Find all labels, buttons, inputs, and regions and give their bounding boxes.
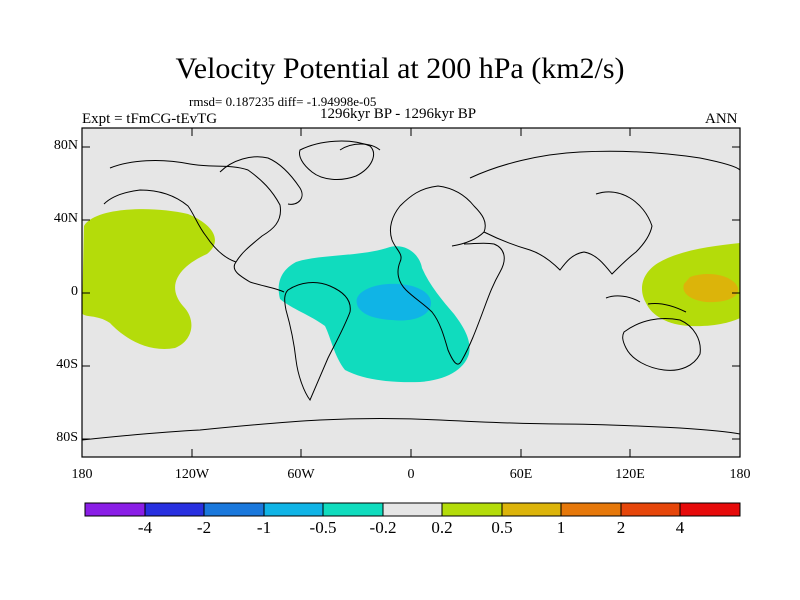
x-tick-label: 180 xyxy=(729,467,751,482)
colorbar-box-6 xyxy=(382,502,443,517)
colorbar-label: 0.2 xyxy=(431,518,453,537)
colorbar-box-9 xyxy=(560,502,622,517)
anomaly-positive-east-pacific xyxy=(82,209,215,349)
x-tick-label: 60W xyxy=(287,467,315,482)
colorbar-box-2 xyxy=(144,502,205,517)
y-tick-label: 40S xyxy=(56,357,78,372)
colorbar-label: 1 xyxy=(556,518,566,537)
y-tick-label: 80S xyxy=(56,430,78,445)
axis-ticks xyxy=(81,128,741,457)
experiment-label: Expt = tFmCG-tEvTG xyxy=(82,111,218,127)
colorbar-box-10 xyxy=(620,502,681,517)
colorbar-box-1 xyxy=(84,502,146,517)
colorbar-box-5 xyxy=(322,502,384,517)
x-tick-label: 180 xyxy=(71,467,93,482)
y-tick-label: 40N xyxy=(53,211,78,226)
colorbar-label: 4 xyxy=(675,518,685,537)
anomaly-strong-negative-atlantic xyxy=(356,283,432,321)
y-tick-label: 80N xyxy=(53,138,78,153)
colorbar-box-4 xyxy=(263,502,324,517)
anomaly-strong-positive-west-pacific xyxy=(683,274,739,303)
colorbar-label: -0.2 xyxy=(369,518,397,537)
colorbar-box-7 xyxy=(441,502,503,517)
colorbar-box-3 xyxy=(203,502,265,517)
coastlines xyxy=(81,140,741,441)
x-tick-label: 0 xyxy=(407,467,415,482)
colorbar-box-11 xyxy=(679,502,741,517)
colorbar-label: -2 xyxy=(196,518,212,537)
x-tick-label: 120W xyxy=(174,467,210,482)
stats-label: rmsd= 0.187235 diff= -1.94998e-05 xyxy=(189,94,377,109)
x-tick-label: 120E xyxy=(615,467,645,482)
map-title: Velocity Potential at 200 hPa (km2/s) xyxy=(175,52,625,85)
x-tick-label: 60E xyxy=(509,467,533,482)
season-label: ANN xyxy=(705,111,738,127)
colorbar-label: 0.5 xyxy=(491,518,513,537)
colorbar-label: -0.5 xyxy=(309,518,337,537)
colorbar-box-8 xyxy=(501,502,562,517)
colorbar xyxy=(84,502,741,517)
y-tick-label: 0 xyxy=(71,284,78,299)
colorbar-label: 2 xyxy=(616,518,626,537)
colorbar-label: -1 xyxy=(256,518,272,537)
period-label: 1296kyr BP - 1296kyr BP xyxy=(320,106,477,122)
colorbar-label: -4 xyxy=(137,518,153,537)
